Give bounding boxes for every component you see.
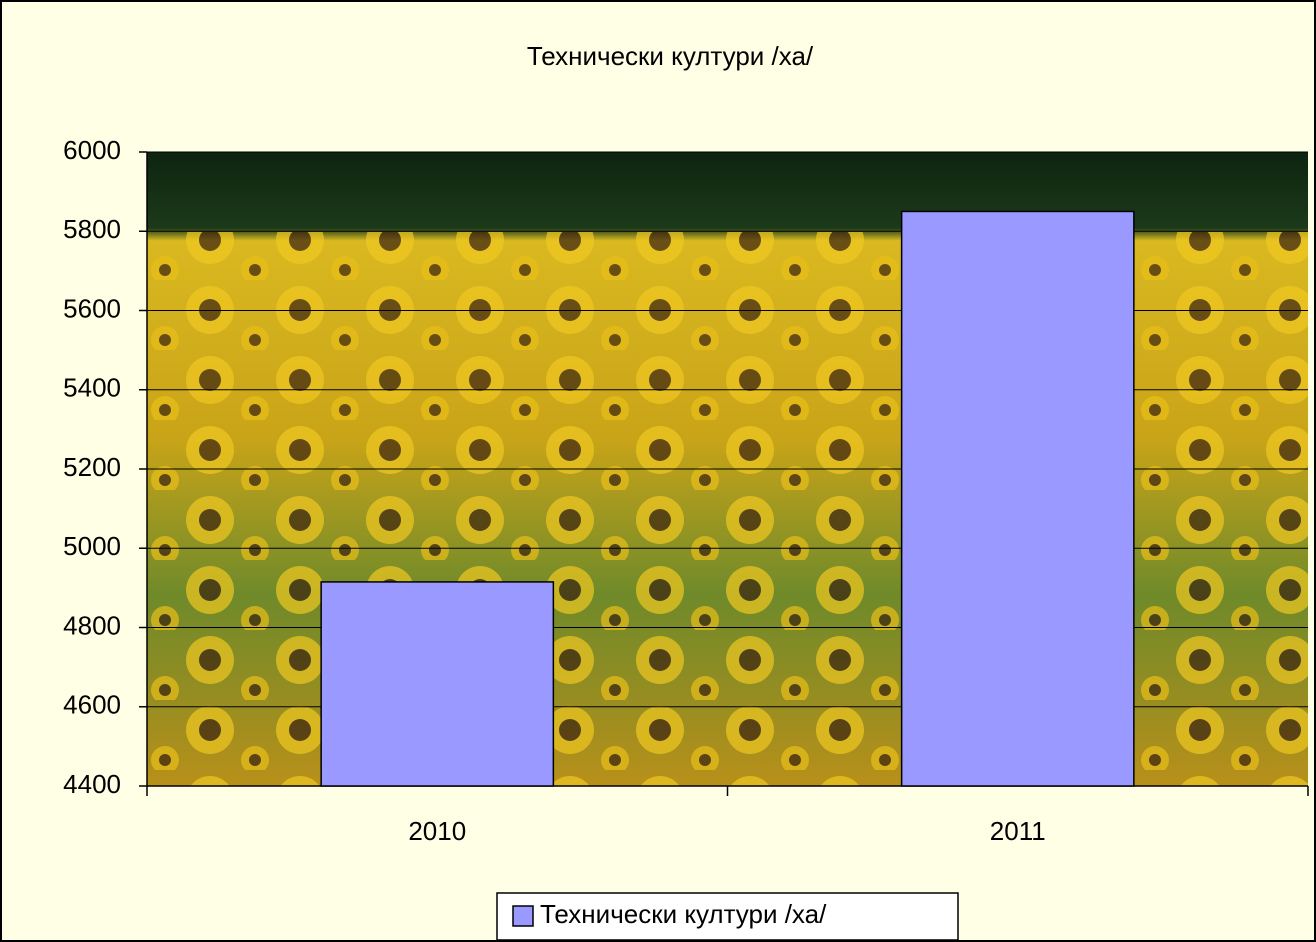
- y-tick-label: 4600: [63, 690, 121, 720]
- bar: [321, 582, 553, 786]
- x-tick-label: 2010: [408, 816, 466, 846]
- y-tick-label: 5800: [63, 214, 121, 244]
- legend-label: Технически култури /ха/: [540, 899, 827, 929]
- x-tick-label: 2011: [990, 816, 1046, 846]
- chart-title: Технически култури /ха/: [527, 41, 814, 71]
- y-tick-label: 5400: [63, 373, 121, 403]
- y-tick-label: 4400: [63, 769, 121, 799]
- y-tick-label: 5600: [63, 293, 121, 323]
- y-tick-label: 4800: [63, 610, 121, 640]
- bar: [902, 211, 1134, 786]
- chart: Технически култури /ха/ 4400 4600 4800 5000…: [0, 0, 1316, 942]
- y-tick-label: 6000: [63, 135, 121, 165]
- legend-swatch: [513, 906, 533, 926]
- y-tick-label: 5000: [63, 531, 121, 561]
- y-tick-label: 5200: [63, 452, 121, 482]
